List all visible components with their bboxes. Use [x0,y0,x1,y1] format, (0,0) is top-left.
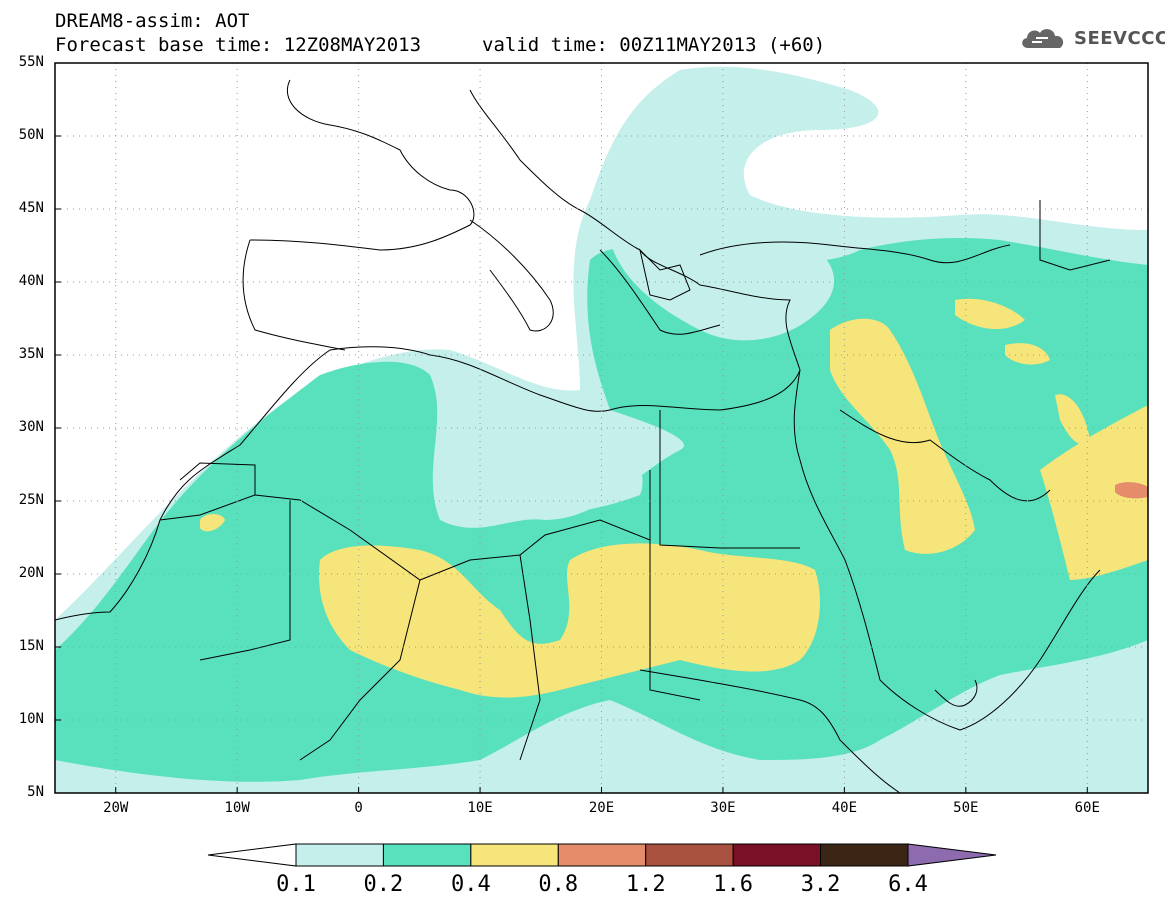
lon-label: 10W [224,800,250,816]
lon-label: 20E [588,800,615,816]
lon-label: 30E [710,800,736,816]
logo-text: SEEVCCC [1074,27,1165,49]
colorbar [207,843,997,867]
colorbar-box [557,843,647,867]
lon-label: 60E [1074,800,1100,816]
aot-region-0.8 [1115,482,1148,499]
aot-region-0.1-libya [450,420,643,520]
lat-label: 50N [18,127,44,143]
lat-label: 30N [18,419,44,435]
colorbar-label: 0.4 [450,872,491,897]
lat-label: 25N [18,492,44,508]
colorbar-box [645,843,734,867]
axis-ticks [55,62,1088,794]
aot-region-0.4-arabia [830,318,975,554]
colorbar-box [732,843,822,867]
coastline-layer [55,79,1111,793]
graticule [55,63,1148,793]
lat-label: 35N [18,346,44,362]
colorbar-box [382,843,472,867]
colorbar-low-extend [207,843,297,867]
lat-label: 10N [18,711,44,727]
lat-label: 45N [18,200,44,216]
lon-label: 0 [354,800,363,816]
lon-label: 20W [103,800,129,816]
forecast-base-time: Forecast base time: 12Z08MAY2013 [55,34,422,56]
colorbar-label: 6.4 [888,872,928,897]
seevccc-logo: SEEVCCC [1018,24,1165,52]
colorbar-box [470,843,559,867]
valid-time: valid time: 00Z11MAY2013 (+60) [482,34,826,56]
lat-label: 55N [18,54,44,70]
colorbar-box [295,843,384,867]
aot-region-0.4-iran2 [1005,343,1050,365]
lat-label: 5N [27,784,44,800]
lat-label: 40N [18,273,44,289]
colorbar-label: 1.6 [713,872,754,897]
colorbar-label: 0.1 [276,872,316,897]
aot-region-0.4-iran [955,298,1025,330]
lat-label: 20N [18,565,44,581]
aot-region-0.4-oman [1040,405,1148,580]
map-title: DREAM8-assim: AOT [55,10,250,32]
lon-label: 50E [953,800,979,816]
lat-label: 15N [18,638,44,654]
colorbar-label: 1.2 [625,872,666,897]
lon-label: 10E [467,800,493,816]
lon-label: 40E [831,800,858,816]
colorbar-box [820,843,909,867]
aot-region-0.1-turkey [610,228,835,341]
aot-region-0.4-atlas [200,514,225,532]
colorbar-label: 0.8 [538,872,579,897]
colorbar-label: 0.2 [363,872,404,897]
cloud-icon [1022,29,1064,48]
colorbar-label: 3.2 [800,872,841,897]
aot-region-0.4-pakistan [1055,394,1090,444]
aot-region-0.4-sahel [319,543,820,698]
colorbar-high-extend [907,843,997,867]
